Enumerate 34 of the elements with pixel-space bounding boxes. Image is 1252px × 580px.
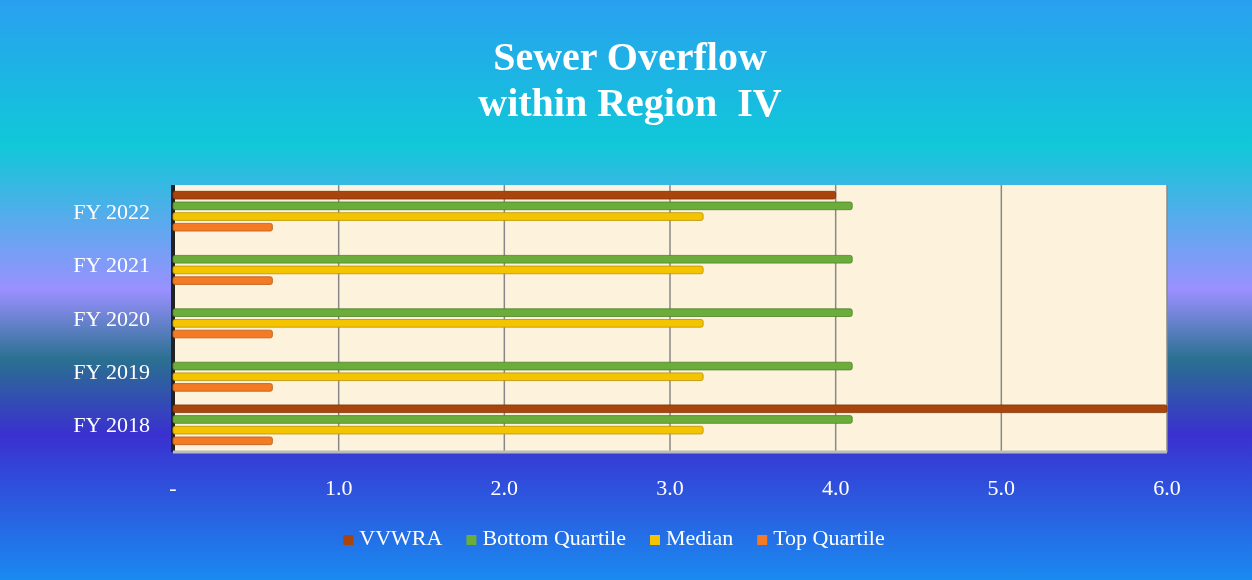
x-tick-label: 5.0 [987, 475, 1016, 500]
bar [172, 212, 704, 221]
bar [172, 372, 704, 381]
y-tick-label: FY 2018 [73, 412, 150, 438]
bar [172, 436, 273, 446]
y-tick-label: FY 2019 [73, 358, 150, 384]
bar [172, 276, 273, 285]
chart-title: Sewer Overflow within Region IV [478, 34, 782, 125]
x-tick-label: 3.0 [656, 475, 684, 500]
bar [172, 404, 1168, 414]
x-tick-label: - [169, 475, 177, 500]
bar [172, 415, 853, 424]
bar [172, 425, 704, 435]
bar [172, 222, 273, 232]
bar [172, 319, 704, 328]
bar [172, 383, 273, 392]
bar [172, 201, 853, 211]
legend-label: Bottom Quartile [482, 525, 627, 550]
legend-label: VVWRA [359, 525, 443, 550]
x-tick-label: 1.0 [324, 475, 353, 500]
bar [172, 265, 704, 275]
legend-label: Median [666, 525, 734, 550]
x-tick-label: 4.0 [821, 475, 850, 500]
bar [172, 361, 853, 371]
x-tick-label: 2.0 [490, 475, 519, 500]
bar [172, 329, 273, 339]
legend-label: Top Quartile [773, 525, 885, 550]
y-tick-label: FY 2020 [73, 305, 150, 331]
bar [172, 255, 853, 264]
bar [172, 190, 837, 200]
y-tick-label: FY 2022 [73, 198, 150, 224]
x-tick-label: 6.0 [1153, 475, 1181, 500]
bar [172, 308, 853, 317]
y-tick-label: FY 2021 [73, 252, 150, 278]
